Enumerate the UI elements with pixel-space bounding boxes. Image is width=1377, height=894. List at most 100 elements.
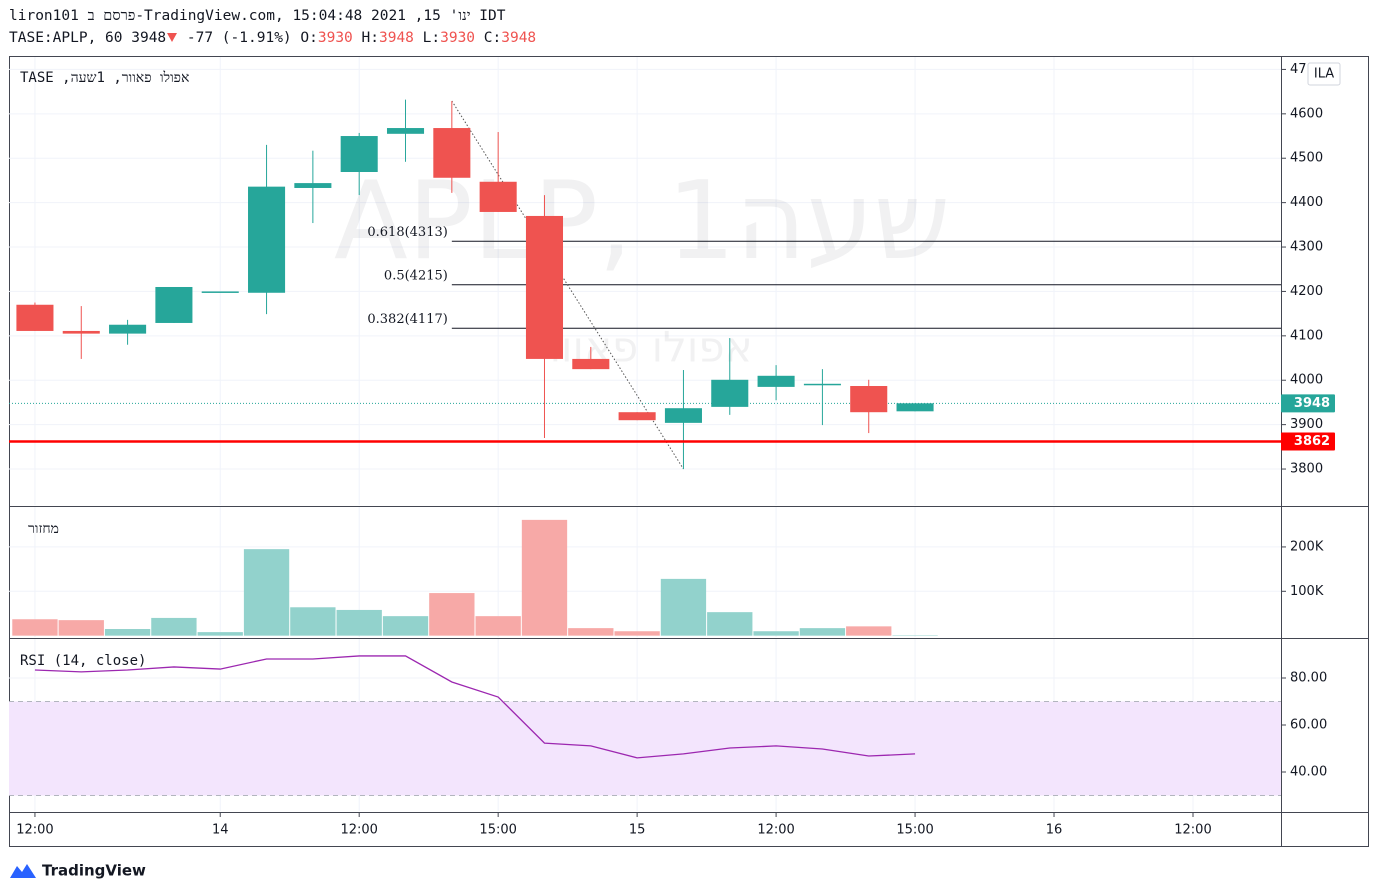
x-tick-label: 12:00 [757, 823, 794, 838]
volume-bar [614, 631, 660, 636]
y-tick-label: 4000 [1290, 373, 1323, 388]
currency-badge [1307, 62, 1341, 86]
volume-bar [429, 593, 475, 636]
candle-body [155, 286, 193, 323]
y-tick-label: 47 [1290, 62, 1307, 77]
candle-body [618, 412, 656, 421]
candle-body [248, 186, 286, 293]
header-line: liron101 פרסם ב-TradingView.com, ינו' 15… [9, 8, 506, 25]
x-tick-label: 16 [1046, 823, 1063, 838]
y-tick-label: 4600 [1290, 106, 1323, 121]
volume-bar [151, 617, 197, 636]
y-tick-label: 4300 [1290, 240, 1323, 255]
y-tick-label: 4500 [1290, 151, 1323, 166]
ohlc-label: L: [422, 30, 441, 46]
ohlc-value: 3948 [501, 30, 537, 46]
down-arrow [167, 33, 178, 42]
watermark-subtitle: אפולו פאוור [537, 323, 752, 372]
candle-body [850, 386, 888, 413]
x-tick-label: 15 [629, 823, 646, 838]
fib-label: 0.382(4117) [367, 312, 447, 327]
y-tick-label: 60.00 [1290, 718, 1327, 733]
volume-bar [475, 616, 521, 636]
candle-body [757, 375, 795, 387]
legend-title: אפולו פאוור, 1שעה, TASE [20, 70, 189, 86]
change: -77 (-1.91%) [186, 30, 292, 46]
x-tick-label: 14 [212, 823, 229, 838]
x-tick-label: 15:00 [896, 823, 933, 838]
candle-body [572, 358, 610, 370]
candle-body [109, 324, 147, 334]
x-tick-label: 15:00 [479, 823, 516, 838]
candle-body [433, 128, 471, 178]
x-tick-label: 12:00 [16, 823, 53, 838]
ohlc-value: 3930 [317, 30, 353, 46]
ohlc-label: C: [483, 30, 502, 46]
trend-line [451, 100, 684, 470]
y-tick-label: 4200 [1290, 284, 1323, 299]
watermark: APLP, 1שעה [334, 159, 950, 284]
y-tick-label: 40.00 [1290, 764, 1327, 779]
legend-title: מחזור [28, 521, 59, 537]
candle-body [340, 136, 378, 172]
y-tick-label: 4100 [1290, 328, 1323, 343]
y-tick-label: 80.00 [1290, 671, 1327, 686]
legend-title: RSI (14, close) [20, 653, 146, 669]
brand: TradingView [42, 862, 146, 880]
candle-body [525, 215, 564, 359]
header-quote: TASE:APLP, 60 3948 -77 (-1.91%) O:3930 H… [9, 30, 536, 46]
price-badge-label: 3948 [1294, 396, 1330, 411]
candle-body [479, 181, 517, 212]
volume-bar [12, 619, 58, 636]
volume-bar [336, 609, 382, 636]
y-tick-label: 4400 [1290, 195, 1323, 210]
candle-body [386, 128, 425, 134]
volume-bar [799, 628, 846, 636]
ohlc-label: H: [361, 30, 379, 46]
candle-body [294, 183, 332, 188]
volume-bar [197, 632, 243, 636]
symbol: TASE:APLP, 60 [9, 30, 123, 46]
ohlc-value: 3930 [440, 30, 476, 46]
rsi-line [34, 655, 916, 759]
y-tick-label: 3800 [1290, 462, 1323, 477]
y-tick-label: 100K [1290, 584, 1324, 599]
volume-bar [58, 620, 104, 636]
candle-body [62, 330, 100, 334]
fib-label: 0.5(4215) [384, 268, 448, 283]
frame [9, 56, 1369, 847]
candle-body [16, 304, 54, 331]
price-badge [1281, 394, 1335, 413]
price-badge-label: 3862 [1294, 434, 1330, 449]
last-price: 3948 [131, 30, 167, 46]
volume-bar [846, 626, 892, 636]
candle-body [711, 379, 749, 407]
volume-bar [753, 631, 799, 636]
grid [9, 57, 1281, 811]
y-tick-label: 200K [1290, 539, 1324, 554]
currency: ILA [1314, 67, 1334, 82]
candle-body [201, 291, 239, 293]
volume-bar [568, 628, 614, 636]
ohlc-value: 3948 [378, 30, 414, 46]
price-badge [1281, 432, 1335, 451]
y-tick-label: 3900 [1290, 417, 1323, 432]
volume-bar [243, 549, 290, 636]
header-text: liron101 פרסם ב-TradingView.com, ינו' 15… [9, 8, 506, 24]
ohlc-label: O: [300, 30, 318, 46]
candle-body [803, 383, 841, 386]
volume-bar [521, 519, 568, 636]
volume-bar [290, 607, 336, 636]
volume-bar [660, 578, 707, 636]
x-tick-label: 12:00 [340, 823, 377, 838]
fib-label: 0.618(4313) [367, 225, 447, 240]
candle-body [896, 403, 934, 412]
volume-bar [707, 612, 753, 636]
footer-logo [10, 864, 36, 878]
volume-bar [382, 616, 429, 636]
x-tick-label: 12:00 [1174, 823, 1211, 838]
candle-body [664, 408, 702, 423]
volume-bar [104, 629, 151, 636]
